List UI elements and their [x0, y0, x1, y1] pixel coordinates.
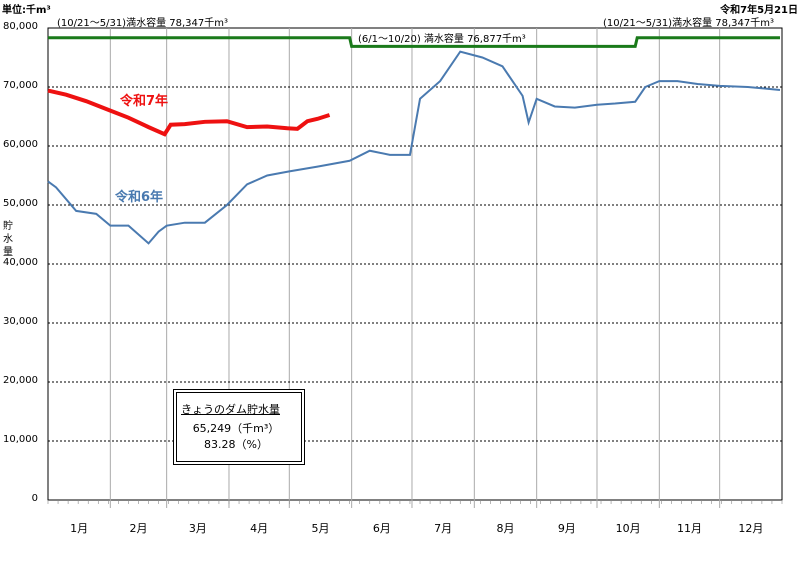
y-tick-label: 80,000	[3, 21, 38, 32]
y-tick-label: 70,000	[3, 80, 38, 91]
today-storage-percent: 83.28（%）	[204, 438, 268, 451]
x-tick-label: 7月	[434, 522, 453, 535]
y-tick-label: 40,000	[3, 257, 38, 268]
x-tick-label: 5月	[311, 522, 330, 535]
x-tick-label: 1月	[70, 522, 89, 535]
x-tick-label: 12月	[738, 522, 764, 535]
y-tick-label: 30,000	[3, 316, 38, 327]
horizontal-gridlines	[48, 86, 782, 442]
series-line-r6	[47, 50, 781, 245]
y-tick-label: 10,000	[3, 434, 38, 445]
capacity-label-left: (10/21～5/31)満水容量 78,347千m³	[57, 18, 228, 29]
y-tick-label: 20,000	[3, 375, 38, 386]
x-tick-label: 6月	[372, 522, 391, 535]
today-storage-box: きょうのダム貯水量 65,249（千m³） 83.28（%）	[176, 392, 302, 462]
x-tick-label: 2月	[129, 522, 148, 535]
x-tick-label: 11月	[676, 522, 702, 535]
series-line-r7	[47, 88, 331, 137]
y-axis-label: 貯水量	[3, 221, 13, 258]
capacity-line	[48, 36, 780, 48]
unit-label: 単位:千m³	[2, 5, 51, 16]
x-tick-label: 4月	[250, 522, 269, 535]
x-tick-label: 8月	[496, 522, 515, 535]
x-tick-label: 10月	[615, 522, 641, 535]
date-label: 令和7年5月21日	[720, 5, 798, 16]
y-tick-label: 50,000	[3, 198, 38, 209]
today-storage-title: きょうのダム貯水量	[181, 403, 280, 416]
day-tick-marks	[47, 500, 783, 504]
x-tick-label: 3月	[188, 522, 207, 535]
y-tick-label: 60,000	[3, 139, 38, 150]
capacity-label-right: (10/21～5/31)満水容量 78,347千m³	[603, 18, 774, 29]
series-label-r7: 令和7年	[120, 94, 169, 109]
capacity-label-mid: (6/1～10/20) 満水容量 76,877千m³	[358, 34, 526, 45]
x-tick-label: 9月	[557, 522, 576, 535]
today-storage-value: 65,249（千m³）	[192, 422, 280, 435]
y-tick-label: 0	[31, 493, 38, 504]
series-label-r6: 令和6年	[115, 190, 164, 205]
